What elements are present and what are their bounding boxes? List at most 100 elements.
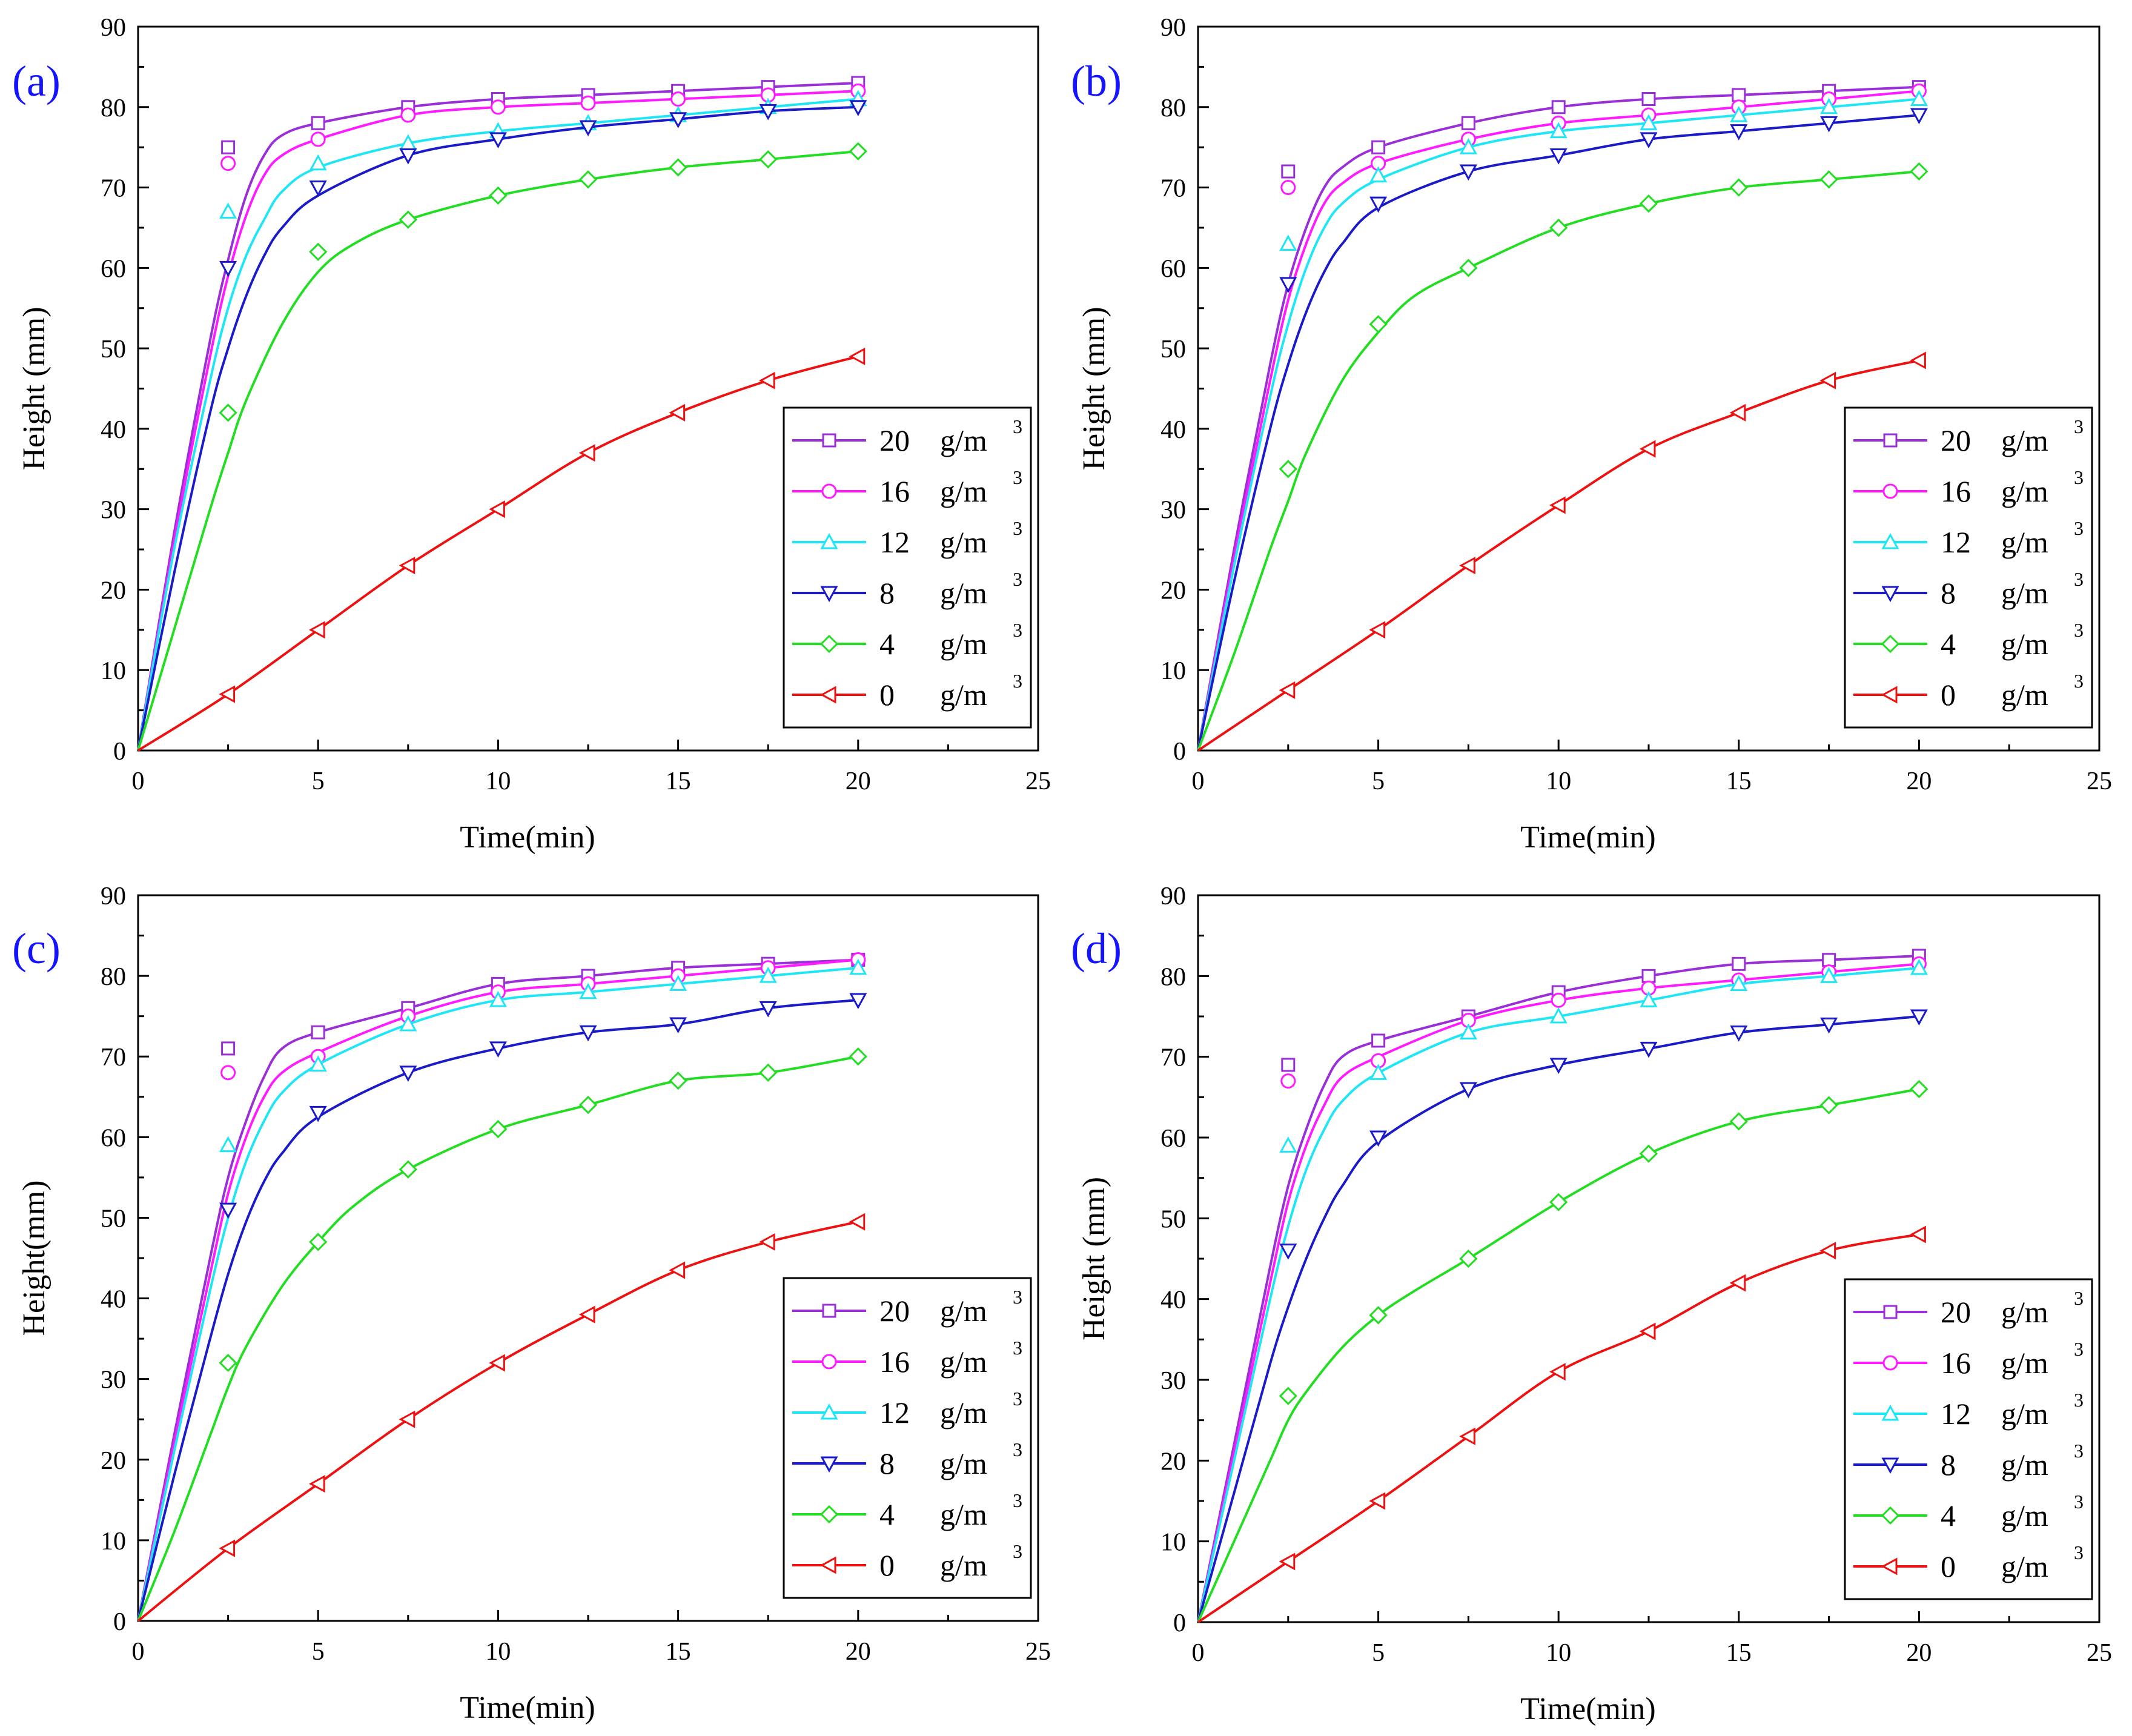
legend-unit: g/m: [940, 1548, 987, 1582]
data-point: [309, 1233, 328, 1251]
data-point: [578, 1305, 595, 1324]
legend-unit-exponent: 3: [1013, 416, 1022, 437]
data-point: [1549, 1058, 1568, 1075]
data-point: [1640, 114, 1658, 130]
data-point: [1729, 178, 1748, 197]
data-point: [1640, 991, 1658, 1007]
data-point: [1822, 953, 1836, 967]
data-point: [400, 107, 416, 123]
y-tick-label: 0: [113, 1608, 126, 1636]
legend-item: 16 g/m 3: [792, 466, 1022, 508]
data-point: [1369, 1306, 1388, 1325]
legend-item: 12 g/m 3: [1853, 517, 2084, 559]
data-point: [1369, 1492, 1386, 1510]
data-point: [1549, 496, 1566, 514]
legend: 20 g/m 3 16 g/m 3 12 g/m 3 8 g/m 3 4 g/m 3 0 g/m 3: [783, 1277, 1032, 1599]
data-point: [1819, 371, 1836, 389]
legend-marker: [819, 634, 839, 654]
y-axis-title: Height (mm): [1077, 1177, 1111, 1340]
legend-label: 4: [1941, 1499, 1956, 1532]
legend-unit: g/m: [940, 525, 987, 559]
series-line: [137, 966, 858, 1622]
data-point: [1639, 1322, 1656, 1340]
data-point: [1819, 1096, 1838, 1115]
legend-unit: g/m: [940, 474, 987, 508]
series-20: [1197, 949, 1926, 1623]
data-point: [669, 1261, 686, 1279]
data-point: [759, 966, 777, 983]
y-tick-label: 60: [1160, 1125, 1186, 1153]
data-point: [1639, 194, 1658, 213]
data-point: [1641, 969, 1656, 983]
legend-unit: g/m: [940, 1294, 987, 1328]
y-tick-label: 10: [1160, 657, 1186, 685]
x-tick-label: 0: [132, 767, 145, 795]
series-line: [137, 150, 858, 751]
x-axis-title: Time(min): [460, 1691, 595, 1725]
data-point: [1369, 1130, 1388, 1147]
data-point: [1280, 1073, 1296, 1089]
legend-item: 8 g/m 3: [1853, 1440, 2084, 1482]
legend-marker: [820, 1456, 838, 1473]
legend-item: 20 g/m 3: [1853, 416, 2084, 457]
data-point: [579, 982, 597, 999]
legend-label: 16: [879, 1345, 910, 1379]
legend-unit-exponent: 3: [1013, 1489, 1022, 1511]
data-point: [1910, 90, 1928, 106]
data-point: [1910, 1225, 1926, 1244]
legend-label: 12: [879, 525, 910, 559]
chart-panel: 0 5 10 15 20 250102030405060708090Time(min)He…: [12, 14, 1051, 855]
legend-item: 0 g/m 3: [792, 1540, 1022, 1582]
series-4: [1197, 162, 1928, 751]
data-point: [311, 116, 325, 130]
x-tick-label: 5: [312, 767, 325, 795]
data-point: [1279, 1386, 1297, 1405]
legend-item: 20 g/m 3: [792, 416, 1022, 457]
data-point: [1730, 124, 1748, 141]
series-line: [137, 958, 858, 1622]
legend-unit-exponent: 3: [2074, 568, 2084, 590]
legend-unit: g/m: [2001, 627, 2048, 661]
legend-marker: [819, 686, 836, 704]
legend-label: 4: [1941, 627, 1956, 661]
legend-item: 16 g/m 3: [1853, 466, 2084, 508]
x-tick-label: 20: [846, 767, 871, 795]
legend-item: 0 g/m 3: [1853, 670, 2084, 712]
data-point: [1549, 122, 1568, 139]
series-line: [1197, 90, 1919, 751]
data-point: [579, 120, 597, 137]
data-point: [669, 112, 687, 128]
legend-marker: [819, 1556, 836, 1574]
y-tick-label: 30: [101, 1367, 126, 1394]
panel-label: (b): [1071, 57, 1122, 105]
data-point: [849, 958, 867, 975]
legend-label: 12: [1941, 1397, 1971, 1431]
y-tick-label: 40: [101, 1286, 126, 1314]
series-8: [1197, 108, 1928, 751]
legend-marker: [1881, 1506, 1900, 1525]
legend-label: 8: [879, 576, 895, 610]
legend-unit: g/m: [940, 1446, 987, 1480]
legend-label: 8: [1941, 576, 1956, 610]
data-point: [669, 403, 686, 422]
data-point: [1459, 1023, 1477, 1040]
data-point: [578, 1095, 598, 1115]
y-tick-label: 20: [1160, 1448, 1186, 1476]
legend-label: 0: [879, 1548, 895, 1582]
y-tick-label: 40: [1160, 1287, 1186, 1314]
legend-unit-exponent: 3: [2074, 619, 2084, 641]
series-line: [1197, 170, 1919, 751]
data-point: [1730, 1025, 1748, 1042]
x-tick-label: 5: [1372, 1639, 1385, 1667]
data-point: [309, 1475, 325, 1493]
data-point: [1910, 958, 1928, 975]
data-point: [1369, 166, 1388, 183]
data-point: [1910, 1009, 1928, 1026]
legend-unit-exponent: 3: [2074, 1491, 2084, 1512]
legend-marker: [1881, 1404, 1899, 1421]
data-point: [669, 1017, 687, 1034]
x-tick-label: 0: [132, 1638, 145, 1666]
legend-label: 4: [879, 627, 895, 661]
legend-item: 20 g/m 3: [792, 1286, 1022, 1328]
